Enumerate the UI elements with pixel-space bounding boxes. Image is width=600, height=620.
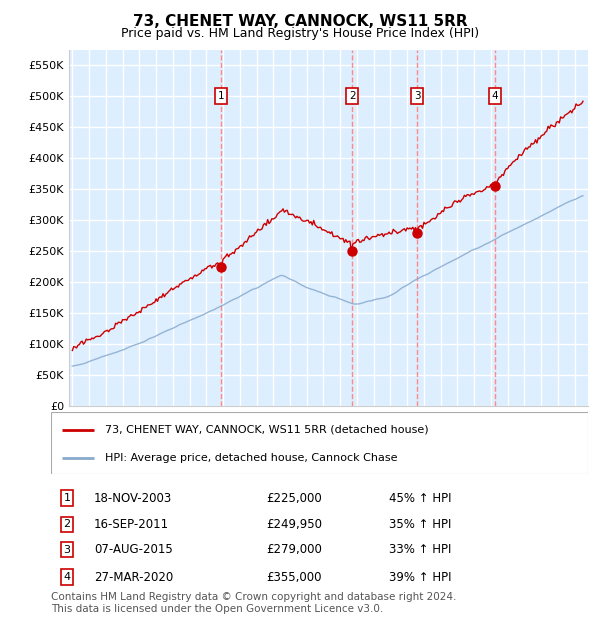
Text: 3: 3 [64, 544, 71, 555]
Text: 35% ↑ HPI: 35% ↑ HPI [389, 518, 452, 531]
Text: Contains HM Land Registry data © Crown copyright and database right 2024.
This d: Contains HM Land Registry data © Crown c… [51, 592, 457, 614]
Text: 27-MAR-2020: 27-MAR-2020 [94, 570, 173, 583]
Text: 1: 1 [64, 493, 71, 503]
Text: 33% ↑ HPI: 33% ↑ HPI [389, 543, 452, 556]
Text: 2: 2 [64, 520, 71, 529]
Text: £225,000: £225,000 [266, 492, 322, 505]
Text: 18-NOV-2003: 18-NOV-2003 [94, 492, 172, 505]
Text: £249,950: £249,950 [266, 518, 322, 531]
Text: 07-AUG-2015: 07-AUG-2015 [94, 543, 173, 556]
Text: Price paid vs. HM Land Registry's House Price Index (HPI): Price paid vs. HM Land Registry's House … [121, 27, 479, 40]
Text: 2: 2 [349, 91, 355, 101]
Text: 73, CHENET WAY, CANNOCK, WS11 5RR (detached house): 73, CHENET WAY, CANNOCK, WS11 5RR (detac… [105, 425, 428, 435]
Text: 1: 1 [218, 91, 224, 101]
Text: 45% ↑ HPI: 45% ↑ HPI [389, 492, 452, 505]
Text: HPI: Average price, detached house, Cannock Chase: HPI: Average price, detached house, Cann… [105, 453, 397, 463]
FancyBboxPatch shape [51, 412, 588, 474]
Text: 4: 4 [491, 91, 498, 101]
Text: 4: 4 [64, 572, 71, 582]
Text: 73, CHENET WAY, CANNOCK, WS11 5RR: 73, CHENET WAY, CANNOCK, WS11 5RR [133, 14, 467, 29]
Text: £355,000: £355,000 [266, 570, 322, 583]
Text: £279,000: £279,000 [266, 543, 322, 556]
Text: 16-SEP-2011: 16-SEP-2011 [94, 518, 169, 531]
Text: 39% ↑ HPI: 39% ↑ HPI [389, 570, 452, 583]
Text: 3: 3 [414, 91, 421, 101]
